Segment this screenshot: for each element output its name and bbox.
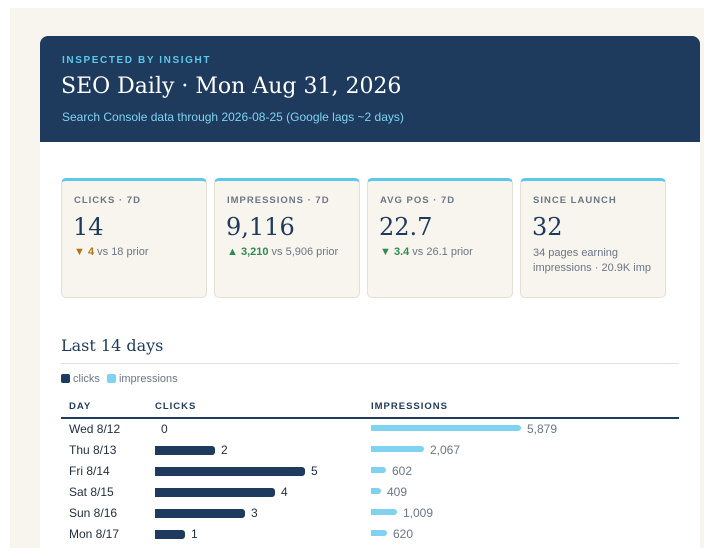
kpi-delta-value: 3.4 [393,246,410,258]
impressions-value: 620 [393,527,414,541]
kpi-prior: vs 26.1 prior [409,246,473,258]
row-day: Wed 8/12 [69,422,121,436]
impressions-bar [371,509,397,515]
clicks-bar [155,467,305,476]
clicks-bar [155,488,275,497]
impressions-bar [371,467,386,473]
chart-legend: clicks impressions [61,373,178,385]
clicks-value: 5 [311,464,318,478]
kpi-value: 32 [532,213,563,241]
trend-improve-icon: ▼ [380,246,391,258]
row-day: Fri 8/14 [69,464,110,478]
kpi-label: SINCE LAUNCH [533,195,617,206]
table-header-rule [61,417,679,419]
legend-impressions-label: impressions [118,373,178,385]
kpi-prior: vs 18 prior [94,246,149,258]
clicks-value: 3 [251,506,258,520]
impressions-value: 2,067 [430,443,461,457]
row-day: Mon 8/17 [69,527,120,541]
trend-up-icon: ▲ [227,246,238,258]
clicks-value: 1 [191,527,198,541]
table-row: Sat 8/15 4 409 [61,483,679,504]
impressions-bar [371,488,381,494]
kpi-label: AVG POS · 7D [380,195,456,206]
row-day: Sat 8/15 [69,485,114,499]
table-row: Mon 8/17 1 620 [61,525,679,546]
column-header-day: DAY [69,401,92,412]
clicks-value: 0 [161,422,168,436]
kpi-card-clicks: CLICKS · 7D 14 ▼ 4 vs 18 prior [61,178,207,298]
impressions-bar [371,530,387,536]
kpi-card-impressions: IMPRESSIONS · 7D 9,116 ▲ 3,210 vs 5,906 … [214,178,360,298]
impressions-value: 1,009 [403,506,434,520]
table-row: Wed 8/12 0 5,879 [61,420,679,441]
page-background: INSPECTED BY INSIGHT SEO Daily · Mon Aug… [10,8,704,556]
legend-clicks-label: clicks [73,373,100,385]
impressions-bar [371,446,424,452]
section-title: Last 14 days [61,336,164,355]
kpi-card-avg-position: AVG POS · 7D 22.7 ▼ 3.4 vs 26.1 prior [367,178,513,298]
kpi-delta-value: 3,210 [240,246,269,258]
clicks-value: 4 [281,485,288,499]
table-row: Sun 8/16 3 1,009 [61,504,679,525]
table-row: Thu 8/13 2 2,067 [61,441,679,462]
table-row: Fri 8/14 5 602 [61,462,679,483]
impressions-swatch [106,374,116,383]
kpi-delta-value: 4 [87,246,95,258]
clicks-value: 2 [221,443,228,457]
row-day: Sun 8/16 [69,506,118,520]
clicks-bar [155,446,215,455]
clicks-bar [155,530,185,539]
clicks-bar [155,509,245,518]
kpi-card-since-launch: SINCE LAUNCH 32 34 pages earning impress… [520,178,666,298]
kpi-delta: ▼ 4 vs 18 prior [74,246,149,258]
impressions-value: 602 [392,464,413,478]
report-card: INSPECTED BY INSIGHT SEO Daily · Mon Aug… [40,36,700,556]
trend-down-icon: ▼ [74,246,85,258]
kpi-prior: vs 5,906 prior [268,246,339,258]
page-title: SEO Daily · Mon Aug 31, 2026 [61,74,402,99]
kpi-value: 22.7 [379,213,433,241]
kpi-value: 14 [73,213,104,241]
column-header-clicks: CLICKS [155,401,197,412]
header-eyebrow: INSPECTED BY INSIGHT [62,55,212,66]
impressions-value: 409 [387,485,408,499]
report-header: INSPECTED BY INSIGHT SEO Daily · Mon Aug… [40,36,700,142]
impressions-value: 5,879 [527,422,558,436]
kpi-label: IMPRESSIONS · 7D [227,195,330,206]
impressions-bar [371,425,521,431]
kpi-value: 9,116 [226,213,295,241]
row-day: Thu 8/13 [69,443,117,457]
clicks-swatch [61,374,70,383]
kpi-delta: ▲ 3,210 vs 5,906 prior [227,246,338,258]
kpi-delta: ▼ 3.4 vs 26.1 prior [380,246,473,258]
kpi-label: CLICKS · 7D [74,195,141,206]
column-header-impressions: IMPRESSIONS [371,401,448,412]
kpi-note: 34 pages earning impressions · 20.9K imp [533,247,651,274]
section-divider [61,363,679,364]
header-subtitle: Search Console data through 2026-08-25 (… [62,110,404,124]
